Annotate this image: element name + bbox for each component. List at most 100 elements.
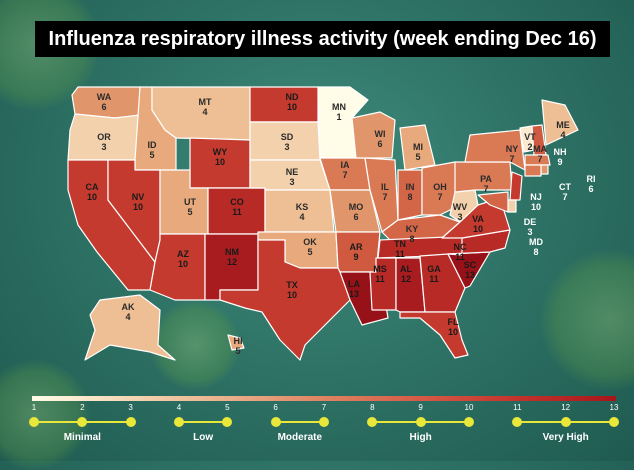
state-value-ri: 6 — [588, 184, 593, 194]
state-value-ny: 7 — [509, 154, 514, 164]
state-value-vt: 2 — [527, 142, 532, 152]
state-value-or: 3 — [101, 142, 106, 152]
state-label-sc: SC — [464, 260, 477, 270]
state-label-la: LA — [348, 279, 360, 289]
state-value-ok: 5 — [307, 247, 312, 257]
legend-tick: 5 — [225, 403, 230, 412]
legend-category-dot — [609, 417, 619, 427]
state-label-ga: GA — [427, 264, 441, 274]
state-label-id: ID — [148, 140, 158, 150]
state-label-mt: MT — [199, 97, 212, 107]
state-value-fl: 10 — [448, 327, 458, 337]
state-value-hi: 5 — [235, 346, 240, 356]
state-label-ia: IA — [341, 160, 351, 170]
state-value-nh: 9 — [557, 157, 562, 167]
state-value-az: 10 — [178, 259, 188, 269]
state-label-hi: HI — [234, 336, 243, 346]
state-label-ky: KY — [406, 224, 419, 234]
state-label-al: AL — [400, 264, 412, 274]
state-label-fl: FL — [448, 317, 459, 327]
state-nd[interactable] — [249, 86, 319, 123]
legend-category-dot — [174, 417, 184, 427]
legend-category-dot — [125, 417, 136, 427]
state-value-wy: 10 — [215, 157, 225, 167]
state-label-ak: AK — [122, 302, 135, 312]
state-label-nj: NJ — [530, 192, 542, 202]
state-mi[interactable] — [399, 124, 436, 171]
legend-category-dot — [77, 417, 88, 427]
state-md[interactable] — [477, 191, 509, 213]
legend-tick: 9 — [418, 403, 423, 412]
legend-tick: 8 — [370, 403, 375, 412]
state-tx[interactable] — [219, 239, 351, 361]
state-value-ms: 11 — [375, 274, 385, 284]
state-label-wy: WY — [213, 147, 228, 157]
legend-category-dot — [270, 417, 281, 427]
state-value-ct: 7 — [562, 192, 567, 202]
state-label-de: DE — [524, 217, 537, 227]
state-value-wv: 3 — [457, 212, 462, 222]
state-ma[interactable] — [524, 154, 551, 166]
state-value-tx: 10 — [287, 290, 297, 300]
state-label-ma: MA — [533, 144, 547, 154]
state-value-ca: 10 — [87, 192, 97, 202]
legend-category-line — [179, 421, 228, 423]
state-wi[interactable] — [351, 111, 396, 159]
state-label-me: ME — [556, 120, 570, 130]
state-label-nc: NC — [454, 242, 467, 252]
legend-tick: 12 — [561, 403, 571, 412]
state-value-mt: 4 — [202, 107, 207, 117]
legend-category-dot — [512, 417, 523, 427]
state-value-sd: 3 — [284, 142, 289, 152]
state-value-co: 11 — [232, 207, 242, 217]
state-label-wv: WV — [453, 202, 468, 212]
legend-category-line — [275, 421, 324, 423]
state-label-md: MD — [529, 237, 543, 247]
state-value-la: 13 — [349, 289, 359, 299]
legend-tick: 7 — [321, 403, 327, 412]
state-label-az: AZ — [177, 249, 189, 259]
state-de[interactable] — [507, 199, 517, 213]
state-label-in: IN — [406, 182, 415, 192]
state-value-mo: 6 — [353, 212, 358, 222]
legend-category-dot — [464, 417, 474, 427]
state-ak[interactable] — [84, 294, 176, 361]
state-value-nv: 10 — [133, 202, 143, 212]
legend-tick: 2 — [80, 403, 85, 412]
state-ny[interactable] — [464, 129, 526, 171]
state-label-ca: CA — [86, 182, 99, 192]
state-ct[interactable] — [524, 164, 542, 177]
state-label-ok: OK — [303, 237, 317, 247]
state-oh[interactable] — [421, 161, 461, 216]
state-label-ar: AR — [350, 242, 363, 252]
state-me[interactable] — [541, 99, 579, 146]
state-ga[interactable] — [419, 253, 466, 313]
state-value-ak: 4 — [125, 312, 130, 322]
legend-category-label: Low — [193, 432, 214, 443]
legend-tick: 10 — [464, 403, 474, 412]
legend-category-dot — [415, 417, 426, 427]
state-label-ne: NE — [286, 167, 299, 177]
state-label-nd: ND — [286, 92, 299, 102]
legend-tick: 11 — [513, 403, 522, 412]
state-label-il: IL — [381, 182, 390, 192]
state-value-nj: 10 — [531, 202, 541, 212]
state-value-ks: 4 — [299, 212, 304, 222]
state-ri[interactable] — [540, 164, 549, 175]
state-value-me: 4 — [560, 130, 565, 140]
state-fl[interactable] — [399, 311, 469, 359]
state-label-ct: CT — [559, 182, 571, 192]
state-label-mi: MI — [413, 142, 423, 152]
state-value-ia: 7 — [342, 170, 347, 180]
state-label-va: VA — [472, 214, 484, 224]
legend-category-dot — [560, 417, 571, 427]
state-value-ky: 8 — [409, 234, 414, 244]
state-hi[interactable] — [227, 334, 245, 351]
state-value-id: 5 — [149, 150, 154, 160]
state-value-in: 8 — [407, 192, 412, 202]
virus-decoration — [150, 300, 240, 390]
state-value-nc: 11 — [455, 252, 465, 262]
state-value-de: 3 — [527, 227, 532, 237]
state-nj[interactable] — [509, 171, 523, 201]
legend-tick: 13 — [609, 403, 619, 412]
